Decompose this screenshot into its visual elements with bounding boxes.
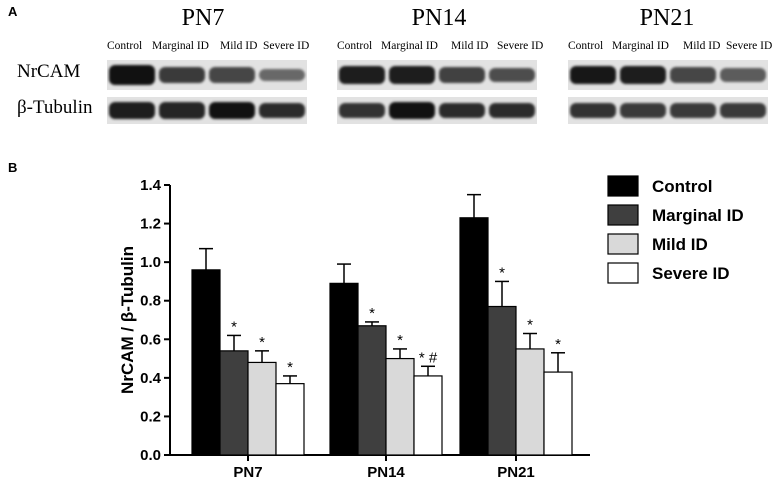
y-tick-label: 0.8 — [140, 293, 161, 310]
significance-marker: * — [287, 359, 293, 376]
blot-band — [339, 102, 385, 119]
blot-lane-label: Mild ID — [451, 40, 489, 52]
blot-band — [670, 103, 716, 118]
blot-band — [339, 65, 385, 85]
significance-marker: * # — [419, 349, 438, 366]
bar — [275, 383, 305, 456]
tubulin-blot-strip — [337, 97, 537, 124]
y-tick-label: 1.2 — [140, 216, 161, 233]
blot-band — [389, 65, 435, 85]
blot-lane-label: Marginal ID — [612, 40, 669, 52]
blot-lane-label: Mild ID — [683, 40, 721, 52]
blot-lane-label: Control — [337, 40, 373, 52]
blot-band — [439, 67, 485, 83]
blot-lane-label: Mild ID — [220, 40, 258, 52]
blot-band — [389, 101, 435, 120]
blot-band — [109, 65, 155, 85]
significance-marker: * — [259, 334, 265, 351]
bar — [515, 348, 545, 456]
blot-band — [439, 102, 485, 119]
blot-band — [159, 102, 205, 119]
significance-marker: * — [397, 332, 403, 349]
blot-band — [720, 103, 766, 118]
bar — [385, 357, 415, 456]
blot-lane-label: Severe ID — [497, 40, 544, 52]
significance-marker: * — [527, 317, 533, 334]
blot-lane-label: Control — [107, 40, 143, 52]
bar — [543, 371, 573, 456]
blot-band — [209, 101, 255, 120]
blot-group-title: PN14 — [411, 5, 467, 31]
blot-band — [620, 103, 666, 118]
x-tick-label: PN7 — [233, 464, 262, 481]
nrcam-blot-strip — [337, 60, 537, 90]
legend-label: Severe ID — [652, 264, 730, 283]
blot-band — [489, 67, 535, 83]
y-axis-label: NrCAM / β-Tubulin — [118, 246, 137, 394]
legend-label: Mild ID — [652, 235, 708, 254]
blot-group-title: PN7 — [181, 5, 225, 31]
blot-lane-label: Severe ID — [726, 40, 773, 52]
bar — [357, 325, 387, 456]
y-tick-label: 1.0 — [140, 254, 161, 271]
panel-b-letter: B — [8, 160, 18, 175]
blot-group-title: PN21 — [639, 5, 695, 31]
blot-band — [259, 68, 305, 82]
bar — [487, 305, 517, 456]
significance-marker: * — [555, 336, 561, 353]
legend-swatch — [607, 262, 639, 284]
tubulin-blot-strip — [107, 97, 307, 124]
legend-swatch — [607, 204, 639, 226]
y-tick-label: 0.6 — [140, 331, 161, 348]
bar — [191, 269, 221, 456]
blot-band — [259, 102, 305, 119]
blot-band — [670, 67, 716, 83]
legend-label: Marginal ID — [652, 206, 744, 225]
bar — [219, 350, 249, 456]
y-tick-label: 0.4 — [140, 370, 162, 387]
blot-lane-label: Marginal ID — [381, 40, 438, 52]
nrcam-blot-strip — [568, 60, 768, 90]
x-tick-label: PN21 — [497, 464, 535, 481]
blot-band — [109, 102, 155, 119]
blot-row-label: β-Tubulin — [17, 97, 93, 118]
blot-lane-label: Control — [568, 40, 604, 52]
significance-marker: * — [499, 264, 505, 281]
bar — [247, 361, 277, 456]
tubulin-blot-strip — [568, 97, 768, 124]
x-tick-label: PN14 — [367, 464, 405, 481]
blot-band — [570, 65, 616, 85]
y-tick-label: 0.2 — [140, 408, 161, 425]
blot-lane-label: Severe ID — [263, 40, 310, 52]
nrcam-blot-strip — [107, 60, 307, 90]
bar — [459, 217, 489, 456]
bar — [329, 282, 359, 456]
significance-marker: * — [369, 305, 375, 322]
blot-row-label: NrCAM — [17, 61, 81, 82]
blot-band — [570, 102, 616, 119]
significance-marker: * — [231, 318, 237, 335]
legend-swatch — [607, 175, 639, 197]
y-tick-label: 1.4 — [140, 177, 162, 194]
blot-band — [209, 67, 255, 83]
blot-band — [720, 68, 766, 82]
blot-band — [159, 66, 205, 84]
legend-swatch — [607, 233, 639, 255]
panel-a-letter: A — [8, 4, 18, 19]
legend-label: Control — [652, 177, 712, 196]
blot-band — [489, 102, 535, 119]
blot-band — [620, 65, 666, 85]
blot-lane-label: Marginal ID — [152, 40, 209, 52]
y-tick-label: 0.0 — [140, 447, 161, 464]
bar — [413, 375, 443, 456]
